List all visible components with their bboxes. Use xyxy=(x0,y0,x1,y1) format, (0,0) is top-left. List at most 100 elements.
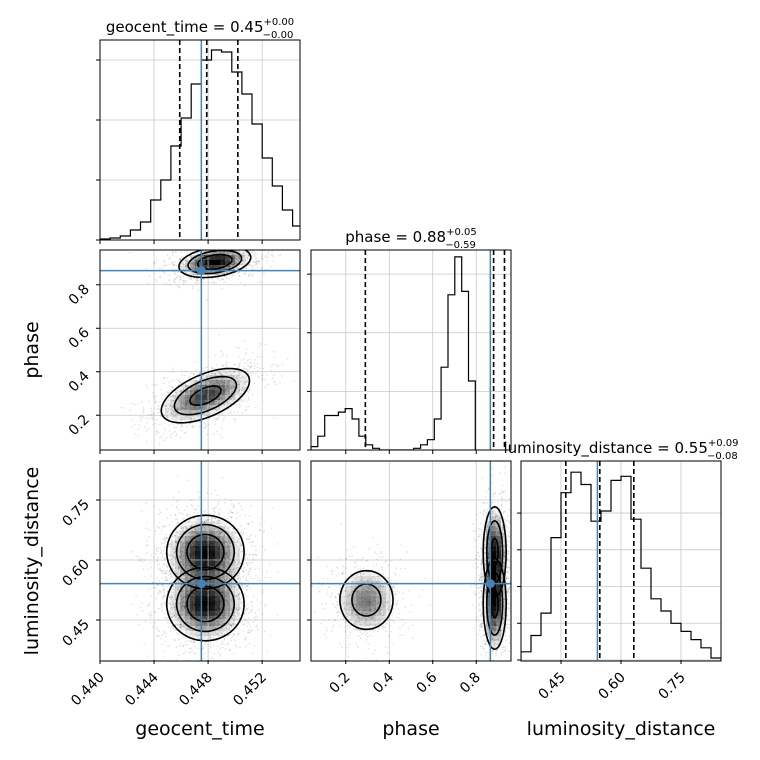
sample-point xyxy=(255,554,257,556)
sample-point xyxy=(172,568,174,570)
sample-point xyxy=(207,258,210,260)
sample-point xyxy=(237,243,239,245)
sample-point xyxy=(151,615,153,617)
sample-point xyxy=(206,610,208,613)
sample-point xyxy=(196,277,198,280)
sample-point xyxy=(220,378,222,380)
sample-point xyxy=(209,281,211,284)
sample-point xyxy=(215,609,217,611)
sample-point xyxy=(260,255,263,257)
sample-point xyxy=(237,401,239,403)
sample-point xyxy=(210,258,213,261)
sample-point xyxy=(196,624,198,627)
sample-point xyxy=(204,555,207,558)
sample-point xyxy=(212,550,215,552)
sample-point xyxy=(164,264,166,266)
sample-point xyxy=(218,264,221,267)
sample-point xyxy=(167,411,169,413)
sample-point xyxy=(170,616,173,619)
sample-point xyxy=(184,605,186,608)
sample-point xyxy=(172,413,175,415)
sample-point xyxy=(194,592,196,595)
sample-point xyxy=(202,250,204,252)
sample-point xyxy=(213,243,215,245)
sample-point xyxy=(204,614,207,616)
sample-point xyxy=(213,510,215,513)
sample-point xyxy=(163,563,166,565)
sample-point xyxy=(250,505,252,507)
sample-point xyxy=(194,268,196,271)
sample-point xyxy=(227,379,230,382)
sample-point xyxy=(257,246,259,248)
sample-point xyxy=(189,589,192,591)
sample-point xyxy=(154,611,157,613)
sample-point xyxy=(193,259,195,261)
sample-point xyxy=(173,614,176,617)
sample-point xyxy=(212,368,215,370)
sample-point xyxy=(223,382,226,384)
sample-point xyxy=(208,610,210,612)
sample-point xyxy=(180,554,183,556)
sample-point xyxy=(185,265,188,268)
sample-point xyxy=(214,612,216,615)
sample-point xyxy=(181,543,184,545)
sample-point xyxy=(204,573,206,575)
sample-point xyxy=(233,258,236,261)
sample-point xyxy=(207,253,210,256)
sample-point xyxy=(244,259,246,262)
sample-point xyxy=(249,264,251,266)
sample-point xyxy=(187,567,189,570)
sample-point xyxy=(211,611,213,614)
sample-point xyxy=(203,265,205,267)
sample-point xyxy=(203,603,206,606)
sample-point xyxy=(208,258,210,261)
sample-point xyxy=(178,549,180,551)
sample-point xyxy=(204,366,207,369)
sample-point xyxy=(228,265,230,268)
sample-point xyxy=(176,408,178,411)
sample-point xyxy=(237,367,239,369)
sample-point xyxy=(166,537,168,539)
sample-point xyxy=(237,632,240,635)
sample-point xyxy=(196,393,198,395)
sample-point xyxy=(225,604,227,607)
sample-point xyxy=(186,386,189,388)
sample-point xyxy=(167,403,170,405)
sample-point xyxy=(198,603,200,605)
sample-point xyxy=(204,423,207,426)
sample-point xyxy=(247,573,249,575)
sample-point xyxy=(226,531,229,534)
sample-point xyxy=(219,608,221,610)
sample-point xyxy=(219,653,221,655)
sample-point xyxy=(249,625,252,628)
sample-point xyxy=(224,263,226,265)
sample-point xyxy=(230,387,233,390)
sample-point xyxy=(235,618,238,620)
sample-point xyxy=(204,526,206,529)
sample-point xyxy=(198,563,201,566)
sample-point xyxy=(165,572,168,575)
sample-point xyxy=(187,539,189,541)
sample-point xyxy=(263,272,265,275)
sample-point xyxy=(212,260,215,262)
sample-point xyxy=(204,509,207,512)
sample-point xyxy=(197,394,200,396)
sample-point xyxy=(193,641,195,644)
sample-point xyxy=(237,593,239,596)
sample-point xyxy=(204,381,206,384)
sample-point xyxy=(184,404,187,407)
sample-point xyxy=(243,368,245,370)
sample-point xyxy=(183,385,185,388)
sample-point xyxy=(201,615,204,617)
sample-point xyxy=(163,557,166,559)
sample-point xyxy=(238,364,241,366)
sample-point xyxy=(240,377,242,379)
sample-point xyxy=(195,546,197,548)
sample-point xyxy=(207,518,210,521)
sample-point xyxy=(198,627,201,629)
sample-point xyxy=(193,544,195,547)
sample-point xyxy=(237,608,240,611)
sample-point xyxy=(203,265,206,268)
sample-point xyxy=(169,404,172,407)
sample-point xyxy=(203,564,205,566)
